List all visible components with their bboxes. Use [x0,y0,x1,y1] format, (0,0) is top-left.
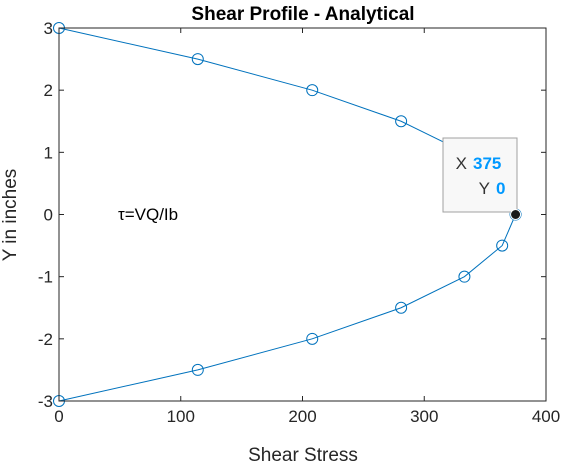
y-tick-label: 3 [44,19,53,38]
datatip-y-label: Y [479,179,490,198]
y-tick-label: -2 [38,330,53,349]
datatip-x-label: X [456,154,467,173]
chart-title: Shear Profile - Analytical [191,4,414,25]
y-tick-label: 1 [44,143,53,162]
y-axis-label: Y in inches [0,169,21,262]
x-tick-label: 200 [288,407,316,426]
y-tick-label: -1 [38,268,53,287]
datatip-box [443,138,517,212]
x-tick-label: 400 [532,407,560,426]
x-tick-label: 100 [167,407,195,426]
datatip[interactable]: X 375 Y 0 [443,138,521,220]
y-tick-label: 2 [44,81,53,100]
x-axis-label: Shear Stress [248,445,358,465]
datatip-marker[interactable] [511,210,521,220]
y-tick-label: 0 [44,206,53,225]
x-tick-label: 300 [410,407,438,426]
datatip-x-value: 375 [473,154,501,173]
y-tick-label: -3 [38,392,53,411]
datatip-y-value: 0 [496,179,505,198]
formula-annotation: τ=VQ/Ib [118,205,178,224]
x-tick-label: 0 [54,407,63,426]
